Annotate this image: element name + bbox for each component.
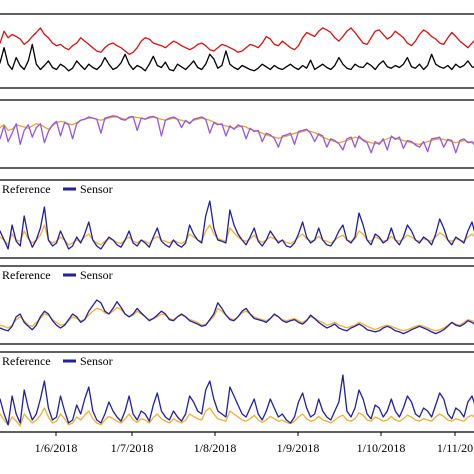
- x-tick-label: 1/9/2018: [277, 441, 320, 455]
- panel-5: Reference Sensor: [0, 351, 474, 433]
- legend-label-reference: Reference: [2, 182, 51, 196]
- panel-5-series-sensor-line: [0, 374, 474, 426]
- panel-2-series-1-line: [0, 116, 474, 146]
- legend-label-reference: Reference: [2, 354, 51, 368]
- legend-label-reference: Reference: [2, 268, 51, 282]
- x-tick-label: 1/10/2018: [357, 441, 406, 455]
- legend-label-sensor: Sensor: [80, 354, 113, 368]
- panel-4-series-reference-line: [0, 306, 474, 332]
- panel-5-series-reference-line: [0, 407, 474, 427]
- panel-3: Reference Sensor: [0, 179, 474, 259]
- x-tick-label: 1/8/2018: [194, 441, 237, 455]
- panel-1-series-2-line: [0, 27, 474, 55]
- x-tick-label: 1/7/2018: [111, 441, 154, 455]
- panel-4: Reference Sensor: [0, 265, 474, 345]
- x-tick-label: 1/11/20: [437, 441, 473, 455]
- panel-1-series-1-line: [0, 43, 474, 72]
- panel-3-series-reference-line: [0, 224, 474, 246]
- panel-1: [0, 13, 474, 89]
- legend-label-sensor: Sensor: [80, 182, 113, 196]
- x-tick-label: 1/6/2018: [35, 441, 78, 455]
- legend-label-sensor: Sensor: [80, 268, 113, 282]
- panel-2-series-2-line: [0, 115, 474, 154]
- panel-4-series-sensor-line: [0, 299, 474, 335]
- panel-3-series-sensor-line: [0, 200, 474, 250]
- panel-2: [0, 99, 474, 169]
